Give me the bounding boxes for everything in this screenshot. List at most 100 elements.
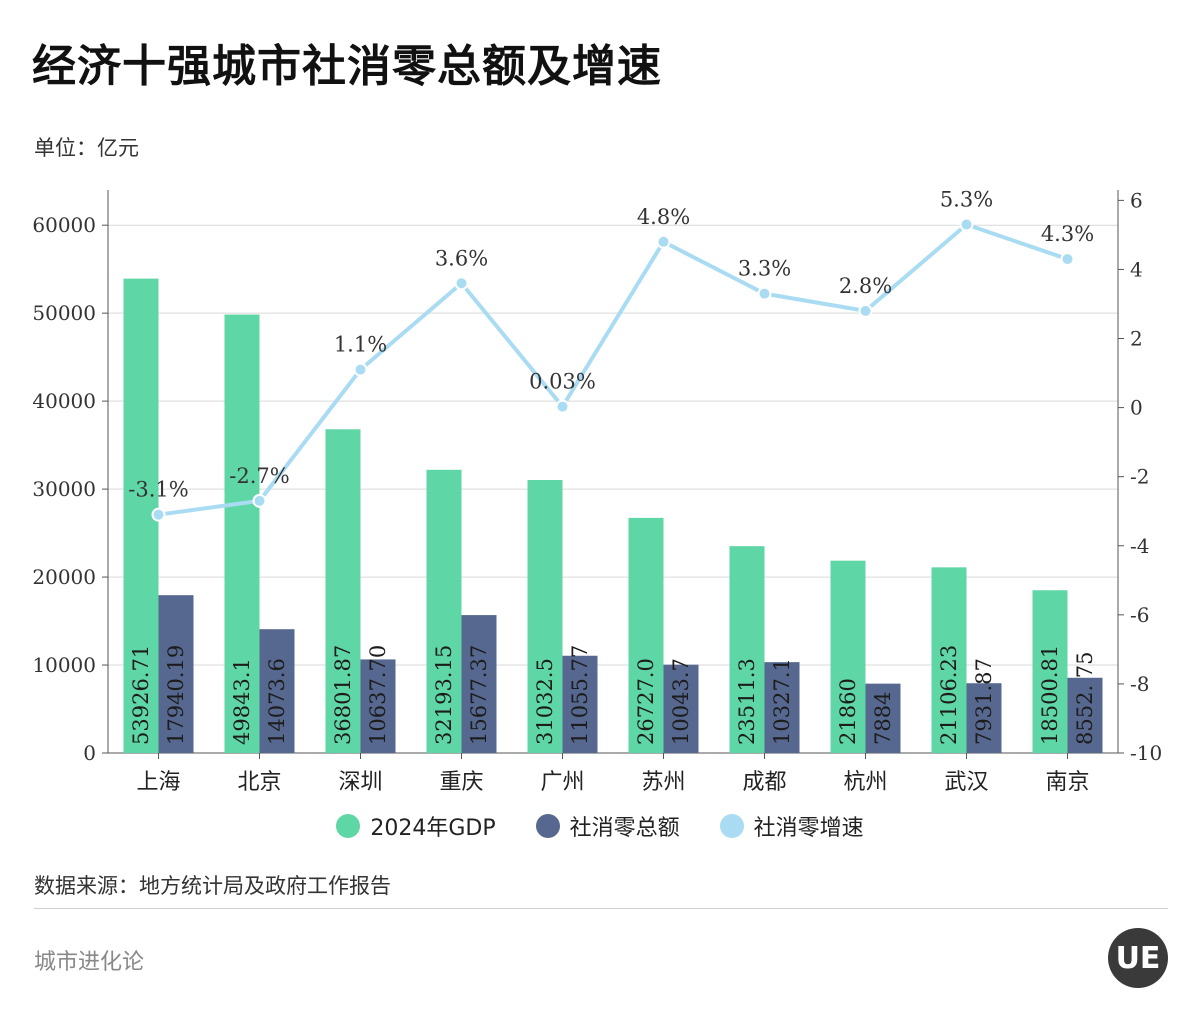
growth-point	[1060, 252, 1075, 267]
bar-value-label-gdp: 23511.3	[735, 658, 759, 745]
left-axis-tick-label: 20000	[32, 565, 96, 589]
bar-retail	[663, 664, 699, 753]
bar-retail	[158, 595, 194, 753]
x-axis-tick-label: 成都	[742, 770, 786, 795]
left-axis-tick-label: 10000	[32, 653, 96, 677]
growth-value-label: 2.8%	[839, 274, 892, 298]
growth-point	[353, 362, 368, 377]
bar-gdp	[628, 517, 664, 753]
legend-item-growth: 社消零增速	[719, 810, 864, 842]
growth-value-label: -3.1%	[128, 478, 188, 502]
bar-gdp	[729, 546, 765, 753]
bar-retail	[562, 655, 598, 753]
growth-value-label: 5.3%	[940, 188, 993, 212]
bar-value-label-retail: 7931.87	[972, 658, 996, 745]
bar-retail	[764, 662, 800, 753]
x-axis-tick-label: 深圳	[338, 770, 382, 795]
growth-value-label: -2.7%	[229, 464, 289, 488]
x-axis-tick-label: 重庆	[439, 770, 483, 795]
growth-value-label: 1.1%	[334, 333, 387, 357]
footer-divider	[34, 908, 1168, 909]
bar-value-label-retail: 10043.7	[669, 658, 693, 745]
bar-value-label-retail: 11055.77	[568, 645, 592, 745]
growth-value-label: 0.03%	[529, 370, 596, 394]
legend-label-gdp: 2024年GDP	[370, 816, 496, 841]
bar-gdp	[426, 469, 462, 753]
bar-retail	[1067, 677, 1103, 753]
growth-point	[454, 276, 469, 291]
x-axis-tick-label: 武汉	[944, 770, 988, 795]
left-axis-tick-label: 40000	[32, 389, 96, 413]
growth-point	[555, 399, 570, 414]
bar-gdp	[931, 567, 967, 753]
bar-value-label-gdp: 49843.1	[230, 658, 254, 745]
bar-value-label-gdp: 26727.0	[634, 658, 658, 745]
brand-logo: UE	[1108, 928, 1168, 988]
bar-gdp	[325, 429, 361, 753]
legend: 2024年GDP 社消零总额 社消零增速	[0, 810, 1200, 842]
right-axis-tick-label: 6	[1130, 188, 1143, 212]
bar-retail	[865, 683, 901, 753]
bar-gdp	[830, 560, 866, 753]
data-source: 数据来源：地方统计局及政府工作报告	[34, 874, 391, 898]
legend-label-retail: 社消零总额	[569, 816, 680, 841]
bar-retail	[259, 629, 295, 753]
growth-point	[757, 286, 772, 301]
growth-point	[252, 493, 267, 508]
bar-value-label-gdp: 53926.71	[129, 645, 153, 745]
right-axis-tick-label: 0	[1130, 396, 1143, 420]
growth-line	[158, 222, 1069, 517]
x-axis-tick-label: 杭州	[843, 770, 887, 795]
bar-value-label-retail: 17940.19	[164, 645, 188, 745]
growth-point	[656, 234, 671, 249]
legend-swatch-growth	[719, 814, 744, 838]
growth-value-label: 4.3%	[1041, 222, 1094, 246]
x-axis-tick-label: 苏州	[641, 770, 685, 795]
brand-name: 城市进化论	[34, 950, 145, 975]
left-axis-tick-label: 30000	[32, 477, 96, 501]
bar-value-label-retail: 8552. 75	[1073, 651, 1097, 745]
unit-label: 单位：亿元	[34, 136, 139, 160]
left-axis-tick-label: 60000	[32, 213, 96, 237]
growth-point	[959, 217, 974, 232]
growth-value-label: 4.8%	[637, 205, 690, 229]
bar-value-label-gdp: 21860	[836, 678, 860, 745]
right-axis-tick-label: -2	[1130, 465, 1149, 489]
x-axis-tick-label: 上海	[136, 770, 180, 795]
bar-retail	[461, 615, 497, 753]
bar-retail	[360, 659, 396, 753]
right-axis-tick-label: -6	[1130, 603, 1149, 627]
right-axis-tick-label: -10	[1130, 741, 1162, 765]
bar-value-label-gdp: 21106.23	[937, 645, 961, 745]
legend-item-retail: 社消零总额	[535, 810, 680, 842]
bar-gdp	[224, 314, 260, 753]
x-axis-tick-label: 南京	[1045, 770, 1089, 795]
right-axis-tick-label: 4	[1130, 257, 1143, 281]
bar-value-label-gdp: 32193.15	[432, 645, 456, 745]
bar-value-label-retail: 10637.70	[366, 645, 390, 745]
bar-value-label-gdp: 31032.5	[533, 658, 557, 745]
left-axis-tick-label: 0	[83, 741, 96, 765]
legend-item-gdp: 2024年GDP	[336, 810, 496, 842]
bar-value-label-retail: 10327.1	[770, 658, 794, 745]
chart-title: 经济十强城市社消零总额及增速	[32, 41, 662, 92]
bar-gdp	[527, 480, 563, 753]
legend-swatch-gdp	[336, 814, 361, 838]
growth-point	[151, 507, 166, 522]
bar-value-label-gdp: 36801.87	[331, 645, 355, 745]
growth-value-label: 3.3%	[738, 257, 791, 281]
legend-label-growth: 社消零增速	[753, 816, 864, 841]
growth-value-label: 3.6%	[435, 246, 488, 270]
growth-point	[858, 303, 873, 318]
legend-swatch-retail	[535, 814, 560, 838]
right-axis-tick-label: 2	[1130, 327, 1143, 351]
bar-retail	[966, 683, 1002, 753]
x-axis-tick-label: 北京	[237, 770, 281, 795]
x-axis-tick-label: 广州	[540, 770, 584, 795]
bar-value-label-retail: 14073.6	[265, 658, 289, 745]
bar-gdp	[1032, 590, 1068, 753]
bar-value-label-retail: 15677.37	[467, 645, 491, 745]
bar-value-label-retail: 7884	[871, 692, 895, 745]
right-axis-tick-label: -8	[1130, 672, 1149, 696]
